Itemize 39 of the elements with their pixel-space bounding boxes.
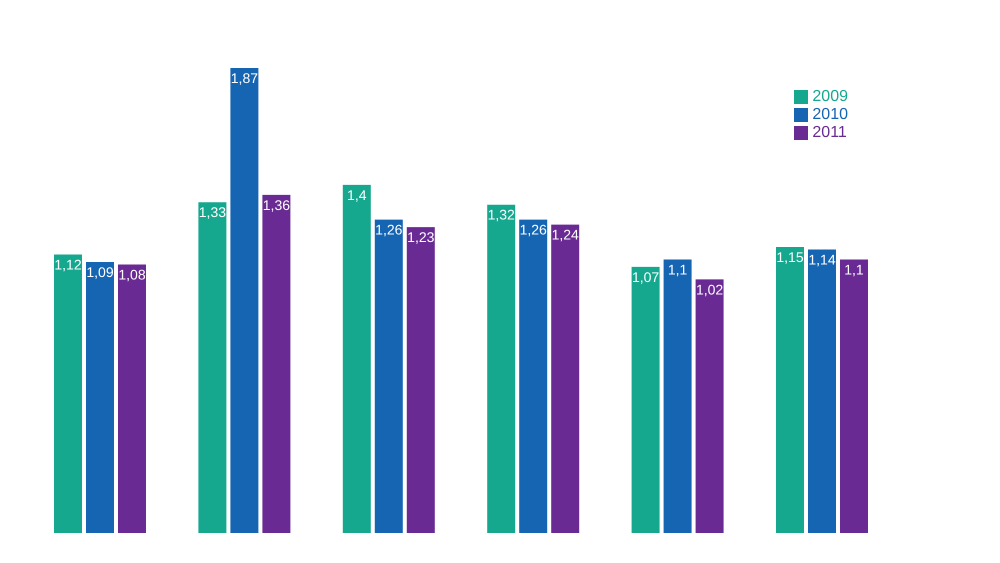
legend-label: 2010 xyxy=(812,106,848,123)
data-label: 1,1 xyxy=(668,261,688,278)
bar xyxy=(406,227,435,533)
data-label: 1,26 xyxy=(375,222,403,238)
bar xyxy=(342,184,371,533)
bar xyxy=(696,279,724,533)
bar xyxy=(551,224,580,533)
data-label: 1,33 xyxy=(198,204,226,220)
bar xyxy=(198,202,226,533)
bar xyxy=(487,204,516,533)
bar xyxy=(86,262,114,533)
legend-label: 2011 xyxy=(812,124,847,141)
data-label: 1,36 xyxy=(262,196,290,213)
data-label: 1,23 xyxy=(407,229,435,246)
bar xyxy=(262,194,290,533)
data-label: 1,12 xyxy=(54,256,82,272)
bar xyxy=(230,68,258,533)
data-label: 1,87 xyxy=(230,70,258,86)
data-label: 1,1 xyxy=(844,261,864,278)
data-label: 1,08 xyxy=(118,266,146,282)
data-label: 1,15 xyxy=(776,248,804,265)
bar xyxy=(519,220,548,533)
bar xyxy=(118,264,146,533)
data-label: 1,14 xyxy=(808,251,836,268)
bar xyxy=(374,220,403,533)
data-label: 1,02 xyxy=(696,281,724,298)
data-label: 1,4 xyxy=(347,186,367,203)
bar xyxy=(664,259,692,533)
data-label: 1,07 xyxy=(632,268,660,285)
bar xyxy=(808,250,836,533)
data-label: 1,32 xyxy=(488,206,516,223)
data-label: 1,24 xyxy=(552,226,580,243)
bar xyxy=(54,254,82,533)
bar xyxy=(632,266,660,533)
data-label: 1,09 xyxy=(86,264,114,280)
legend-label: 2009 xyxy=(812,88,848,105)
bar xyxy=(840,259,868,533)
bar xyxy=(776,247,804,533)
data-label: 1,26 xyxy=(520,222,548,238)
